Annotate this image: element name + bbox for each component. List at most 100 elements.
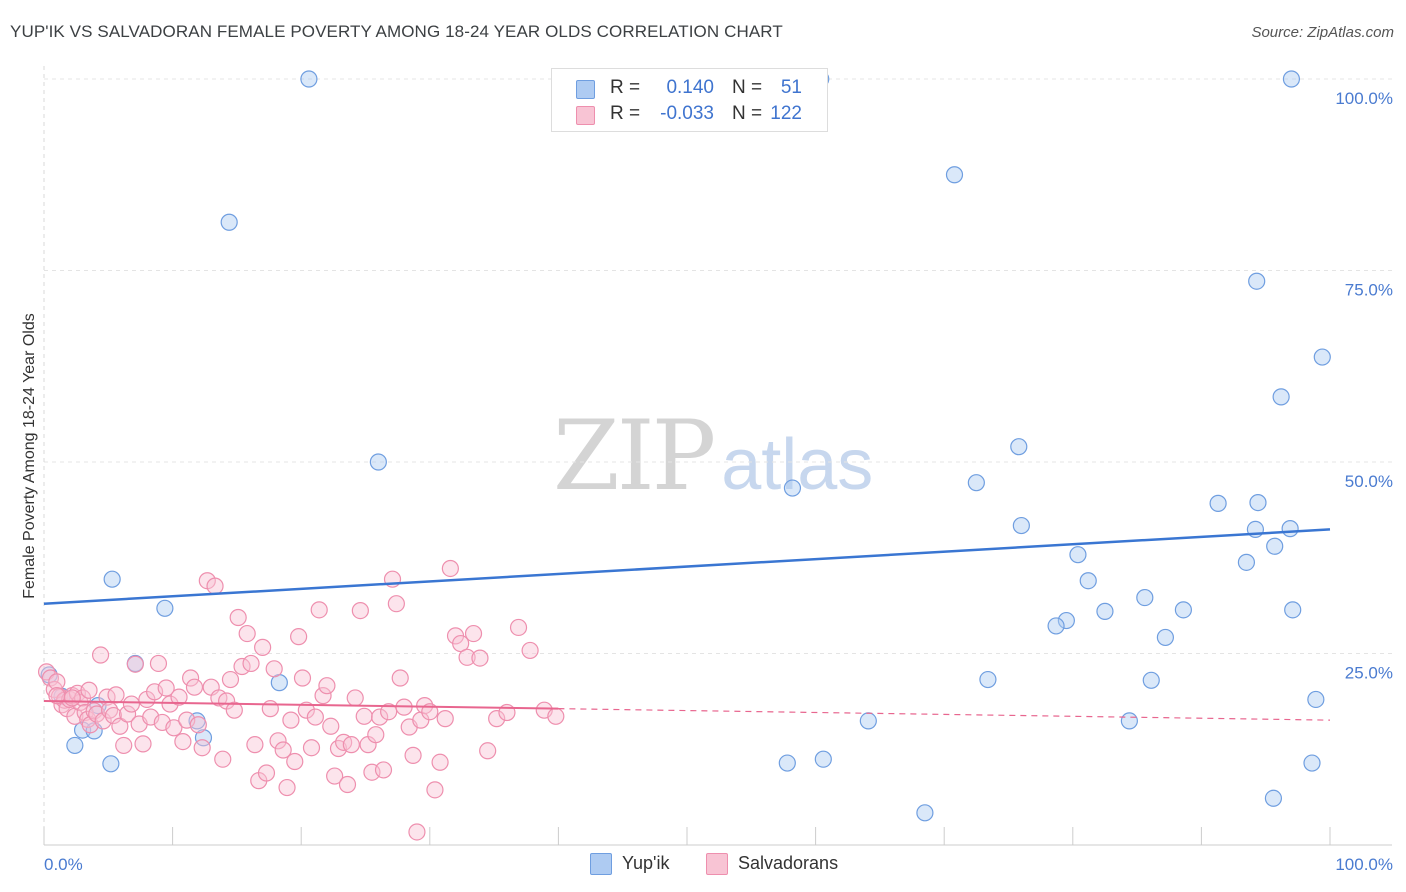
data-point	[1284, 601, 1302, 619]
data-point	[165, 719, 183, 737]
data-point	[242, 654, 260, 673]
data-point	[290, 628, 308, 646]
x-tick-label: 100.0%	[1335, 855, 1393, 874]
data-point	[1237, 553, 1256, 571]
data-point	[1307, 690, 1325, 709]
data-point	[1313, 348, 1331, 366]
data-point	[103, 570, 121, 588]
stats-legend: R = 0.140 N = 51 R = -0.033 N = 122	[551, 68, 828, 132]
grid-lines	[44, 78, 1392, 654]
data-point	[426, 781, 444, 799]
data-point	[314, 687, 332, 705]
data-point	[310, 601, 328, 619]
data-point	[134, 735, 152, 753]
data-point	[1282, 70, 1301, 88]
tick-labels: 25.0% 50.0% 75.0% 100.0% 0.0% 100.0% Female Po…	[21, 89, 1393, 874]
data-point	[286, 752, 304, 771]
data-point	[1272, 388, 1290, 406]
data-point	[107, 686, 125, 704]
data-point	[1096, 602, 1114, 620]
trend-lines	[43, 528, 1331, 721]
data-point	[318, 677, 336, 695]
data-point	[471, 649, 489, 667]
data-point	[404, 746, 422, 764]
data-point	[182, 669, 200, 687]
watermark-atlas: atlas	[721, 425, 874, 505]
data-point	[193, 739, 211, 757]
legend-swatch-salvadorans	[576, 106, 595, 125]
data-point	[387, 595, 405, 613]
source-label: Source: ZipAtlas.com	[1251, 24, 1394, 41]
y-tick-label: 25.0%	[1345, 664, 1393, 683]
data-point	[63, 689, 81, 707]
data-point	[355, 707, 373, 725]
data-point	[225, 701, 243, 719]
data-point	[967, 474, 985, 492]
data-point	[220, 213, 238, 231]
data-point	[452, 634, 470, 653]
legend-n-value: 122	[770, 103, 802, 124]
data-point	[174, 732, 192, 751]
data-point	[233, 657, 251, 676]
data-points	[37, 70, 1331, 841]
data-point	[102, 755, 120, 773]
data-point	[1079, 572, 1097, 590]
data-point	[431, 753, 449, 771]
data-point	[1248, 272, 1266, 290]
y-tick-label: 50.0%	[1345, 472, 1393, 491]
data-point	[458, 648, 476, 666]
data-point	[351, 602, 369, 620]
data-point	[979, 670, 997, 689]
data-point	[380, 703, 398, 721]
data-point	[1069, 546, 1087, 564]
data-point	[1266, 537, 1284, 555]
data-point	[391, 669, 409, 687]
data-point	[306, 708, 324, 726]
data-point	[91, 646, 110, 664]
data-point	[1057, 611, 1075, 630]
y-tick-label: 75.0%	[1345, 281, 1393, 300]
data-point	[170, 688, 188, 706]
series-swatch-yupik	[590, 853, 612, 875]
data-point	[80, 681, 98, 699]
data-point	[48, 673, 66, 691]
legend-n-label: N =	[732, 77, 763, 98]
data-point	[274, 741, 292, 759]
data-point	[322, 717, 340, 735]
data-point	[1281, 520, 1299, 538]
data-point	[374, 761, 393, 779]
data-point	[66, 736, 84, 755]
data-point	[1264, 789, 1283, 807]
data-point	[261, 700, 279, 718]
data-point	[104, 706, 123, 725]
data-point	[1120, 712, 1138, 730]
watermark-zip: ZIP	[553, 400, 716, 512]
legend-r-value: -0.033	[660, 103, 714, 124]
data-point	[945, 166, 964, 184]
legend-r-value: 0.140	[666, 77, 714, 98]
data-point	[293, 669, 312, 687]
data-point	[547, 707, 565, 725]
data-point	[1136, 588, 1154, 607]
data-point	[189, 716, 207, 734]
data-point	[1047, 617, 1065, 635]
data-point	[214, 750, 232, 768]
data-point	[257, 764, 276, 782]
legend-swatch-yupik	[576, 80, 595, 99]
legend-n-label: N =	[732, 103, 763, 124]
data-point	[1012, 516, 1030, 535]
series-swatch-salvadorans	[706, 853, 728, 875]
data-point	[302, 739, 321, 757]
data-point	[1156, 628, 1174, 647]
trend-line-salvadorans	[43, 699, 559, 710]
data-point	[156, 599, 174, 617]
data-point	[269, 732, 287, 750]
chart-title: YUP'IK VS SALVADORAN FEMALE POVERTY AMON…	[10, 22, 783, 41]
data-point	[126, 655, 144, 673]
data-point	[278, 778, 296, 797]
data-point	[118, 705, 137, 723]
data-point	[297, 701, 315, 719]
data-point	[122, 695, 141, 713]
data-point	[369, 453, 387, 471]
series-label-yupik: Yup'ik	[622, 853, 670, 873]
